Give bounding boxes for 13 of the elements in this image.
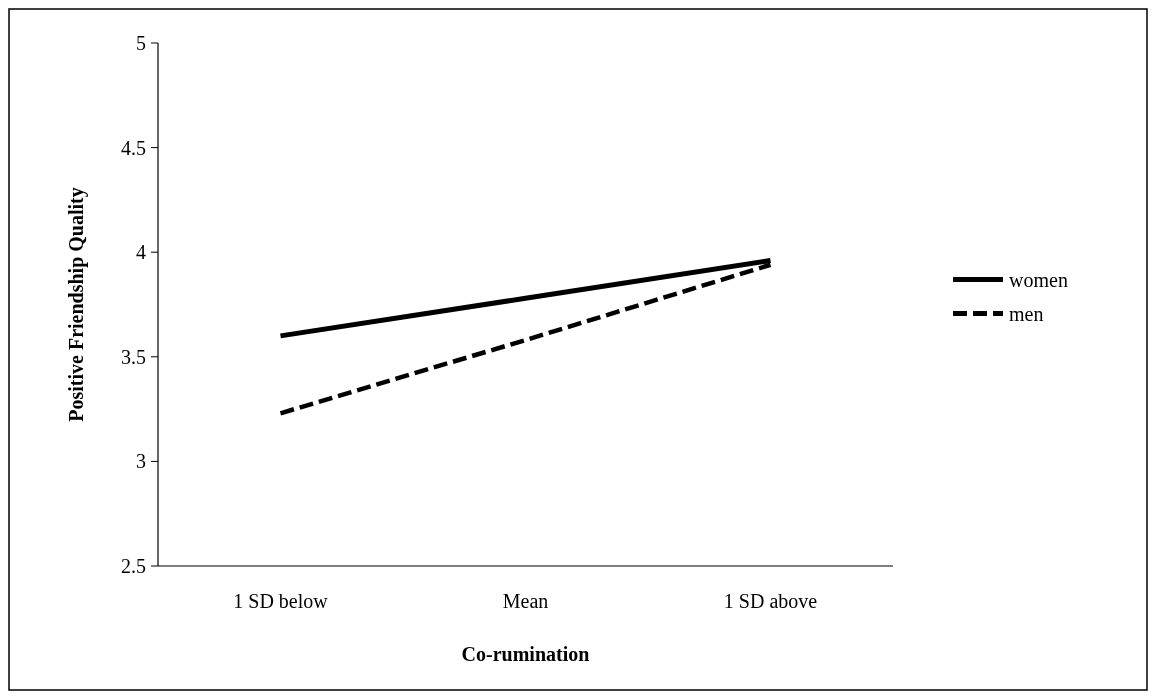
- y-axis-title: Positive Friendship Quality: [65, 187, 88, 422]
- x-axis-title: Co-rumination: [461, 643, 590, 665]
- legend-label: men: [1009, 302, 1044, 325]
- x-tick-label: 1 SD above: [723, 590, 818, 612]
- x-tick-label: Mean: [502, 590, 549, 612]
- legend-label: women: [1009, 268, 1068, 291]
- x-tick-label: 1 SD below: [233, 590, 329, 612]
- y-tick-label: 4.5: [121, 136, 146, 159]
- y-tick-label: 3: [136, 450, 146, 473]
- y-tick-label: 5: [136, 32, 146, 54]
- y-tick-label: 4: [136, 241, 146, 264]
- y-tick-label: 3.5: [121, 345, 146, 368]
- y-tick-label: 2.5: [121, 555, 146, 577]
